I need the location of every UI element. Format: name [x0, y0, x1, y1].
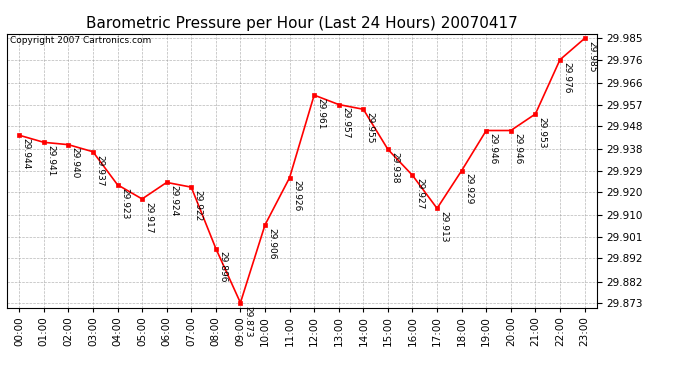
Text: 29.938: 29.938	[391, 152, 400, 184]
Text: 29.913: 29.913	[440, 211, 449, 243]
Text: 29.926: 29.926	[292, 180, 301, 212]
Text: 29.873: 29.873	[243, 306, 252, 337]
Text: 29.953: 29.953	[538, 117, 547, 148]
Text: 29.929: 29.929	[464, 173, 473, 205]
Text: 29.946: 29.946	[513, 133, 522, 165]
Text: 29.922: 29.922	[194, 190, 203, 221]
Text: 29.955: 29.955	[366, 112, 375, 144]
Title: Barometric Pressure per Hour (Last 24 Hours) 20070417: Barometric Pressure per Hour (Last 24 Ho…	[86, 16, 518, 31]
Text: 29.917: 29.917	[144, 202, 154, 233]
Text: 29.906: 29.906	[268, 228, 277, 259]
Text: 29.940: 29.940	[71, 147, 80, 179]
Text: Copyright 2007 Cartronics.com: Copyright 2007 Cartronics.com	[10, 36, 151, 45]
Text: 29.961: 29.961	[317, 98, 326, 129]
Text: 29.976: 29.976	[562, 63, 571, 94]
Text: 29.923: 29.923	[120, 188, 129, 219]
Text: 29.946: 29.946	[489, 133, 497, 165]
Text: 29.944: 29.944	[21, 138, 30, 169]
Text: 29.937: 29.937	[95, 154, 104, 186]
Text: 29.985: 29.985	[587, 41, 596, 73]
Text: 29.927: 29.927	[415, 178, 424, 210]
Text: 29.896: 29.896	[218, 251, 227, 283]
Text: 29.924: 29.924	[169, 185, 178, 216]
Text: 29.957: 29.957	[341, 107, 351, 139]
Text: 29.941: 29.941	[46, 145, 55, 177]
